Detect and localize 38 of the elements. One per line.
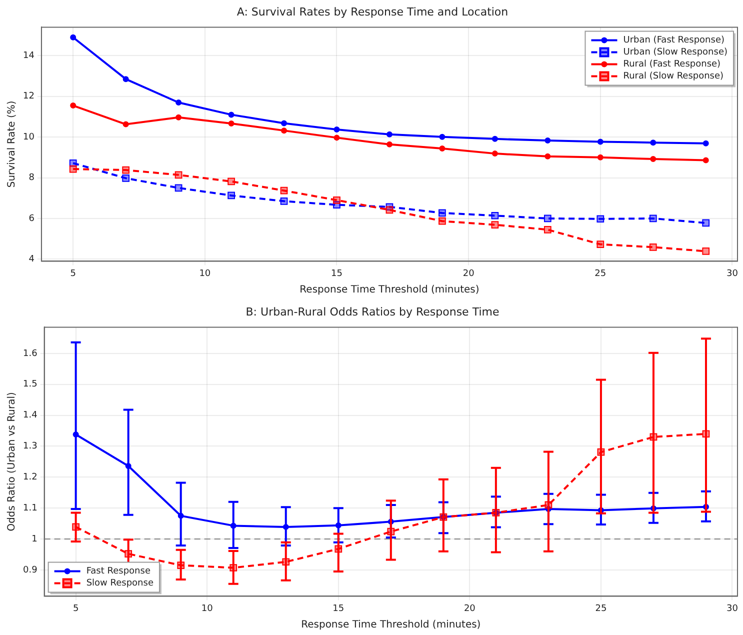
x-tick-label: 30 xyxy=(726,268,738,279)
y-tick-label: 1.6 xyxy=(22,348,38,359)
y-tick-label: 0.9 xyxy=(22,565,38,576)
legend-label: Slow Response xyxy=(86,578,154,589)
x-tick-label: 25 xyxy=(594,268,606,279)
x-tick-label: 10 xyxy=(201,604,214,614)
x-tick-label: 15 xyxy=(331,268,342,279)
y-tick-label: 1.3 xyxy=(22,442,38,452)
x-tick-label: 20 xyxy=(462,268,475,279)
y-tick-label: 1.1 xyxy=(22,503,38,514)
y-tick-label: 1.2 xyxy=(22,472,38,483)
legend-label: Rural (Slow Response) xyxy=(623,72,724,82)
x-tick-label: 15 xyxy=(332,604,344,614)
y-axis-title: Survival Rate (%) xyxy=(6,100,18,188)
y-tick-label: 1.4 xyxy=(22,410,38,421)
y-axis-title: Odds Ratio (Urban vs Rural) xyxy=(6,392,18,532)
y-tick-label: 1 xyxy=(32,534,38,544)
y-tick-label: 6 xyxy=(28,214,35,224)
y-tick-label: 14 xyxy=(23,51,35,62)
y-tick-label: 12 xyxy=(23,92,34,102)
legend-label: Urban (Slow Response) xyxy=(623,48,728,58)
x-tick-label: 20 xyxy=(464,604,476,614)
x-tick-label: 5 xyxy=(70,268,76,279)
legend-label: Fast Response xyxy=(86,566,151,577)
legend-label: Rural (Fast Response) xyxy=(623,60,721,70)
y-tick-label: 1.5 xyxy=(22,380,38,390)
x-tick-label: 10 xyxy=(199,268,211,279)
chart-title: B: Urban-Rural Odds Ratios by Response Time xyxy=(246,305,500,318)
y-tick-label: 4 xyxy=(28,254,35,265)
y-tick-label: 10 xyxy=(23,132,35,142)
x-tick-label: 30 xyxy=(726,604,738,614)
x-tick-label: 25 xyxy=(595,604,607,614)
x-axis-title: Response Time Threshold (minutes) xyxy=(300,284,480,296)
legend-label: Urban (Fast Response) xyxy=(623,36,725,46)
x-tick-label: 5 xyxy=(72,604,79,614)
y-tick-label: 8 xyxy=(28,173,35,184)
x-axis-title: Response Time Threshold (minutes) xyxy=(301,620,481,631)
chart-title: A: Survival Rates by Response Time and Location xyxy=(236,5,508,18)
